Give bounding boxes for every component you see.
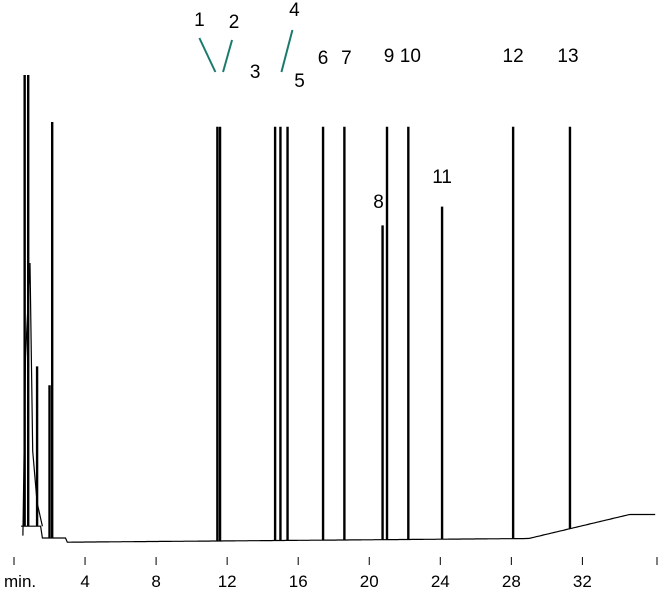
peak-leader-lines — [198, 29, 294, 73]
peak-label-10: 10 — [400, 46, 421, 67]
peak-label-8: 8 — [373, 192, 384, 213]
x-axis-unit-label: min. — [4, 572, 36, 591]
peak-label-6: 6 — [318, 48, 329, 69]
peak-label-13: 13 — [557, 46, 578, 67]
x-tick-label: 16 — [289, 572, 308, 591]
x-tick-label: 28 — [502, 572, 521, 591]
x-tick-label: 32 — [573, 572, 592, 591]
peak-label-5: 5 — [294, 71, 305, 92]
leader-line — [222, 39, 234, 73]
x-axis: 4 8 12 16 20 24 28 32 min. — [4, 557, 658, 591]
leader-line — [280, 29, 294, 73]
peak-label-3: 3 — [250, 62, 261, 83]
chromatogram-trace — [21, 75, 656, 543]
x-tick-label: 4 — [80, 572, 89, 591]
x-tick-label: 20 — [360, 572, 379, 591]
peak-label-7: 7 — [341, 48, 352, 69]
leader-line — [198, 37, 217, 73]
peak-label-9: 9 — [384, 46, 395, 67]
x-tick-label: 8 — [151, 572, 160, 591]
peak-label-1: 1 — [194, 10, 205, 31]
x-tick-label: 24 — [431, 572, 450, 591]
peak-label-11: 11 — [432, 167, 452, 188]
x-tick-label: 12 — [218, 572, 237, 591]
peak-label-2: 2 — [229, 12, 240, 33]
peak-label-12: 12 — [503, 46, 524, 67]
baseline-trace — [21, 513, 656, 543]
peak-label-4: 4 — [289, 0, 300, 21]
